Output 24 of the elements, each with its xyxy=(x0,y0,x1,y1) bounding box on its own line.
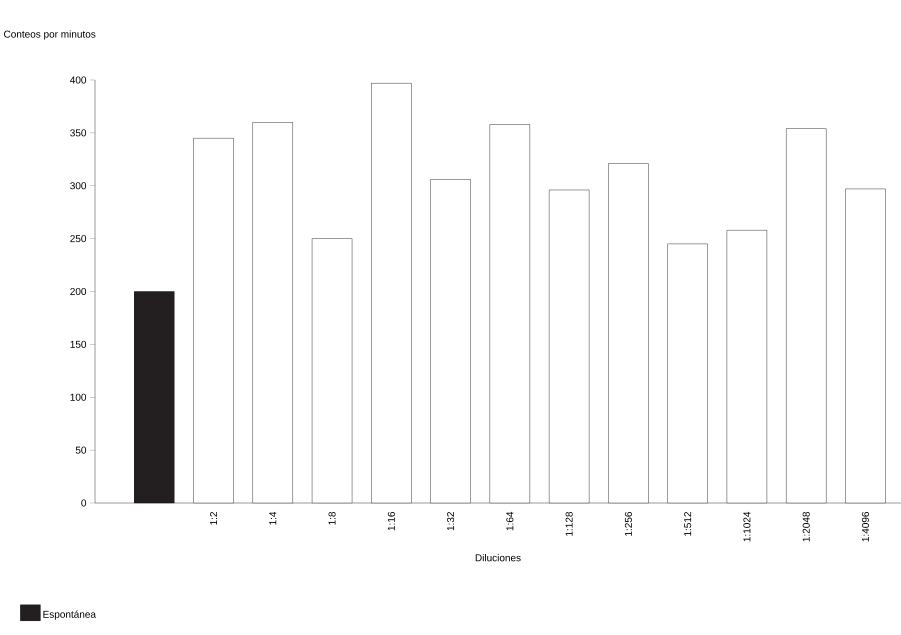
x-tick-label: 1:2 xyxy=(210,512,218,525)
x-tick-label: 1:4096 xyxy=(862,512,869,542)
x-tick-label: 1:16 xyxy=(388,512,395,530)
y-tick-label: 0 xyxy=(81,499,86,507)
y-tick-label: 250 xyxy=(70,235,86,242)
x-tick-label: 1:32 xyxy=(447,512,454,530)
y-tick-label: 100 xyxy=(70,394,86,401)
x-tick-label: 1:8 xyxy=(328,512,336,525)
x-tick-label: 1:128 xyxy=(566,512,573,536)
x-tick-label: 1:64 xyxy=(506,512,514,530)
y-tick-label: 350 xyxy=(70,129,86,136)
x-tick-label: 1:2048 xyxy=(802,512,810,542)
x-tick-label: 1:4 xyxy=(269,512,276,525)
y-tick-label: 50 xyxy=(76,446,86,454)
x-tick-label: 1:256 xyxy=(624,512,632,536)
y-tick-label: 200 xyxy=(70,288,86,296)
x-tick-label: 1:512 xyxy=(684,512,692,536)
x-axis-title: Diluciones xyxy=(476,554,521,562)
y-axis-title: Conteos por minutos xyxy=(4,30,96,40)
legend-label: Espontánea xyxy=(43,610,96,620)
y-tick-label: 400 xyxy=(70,76,86,84)
y-tick-label: 150 xyxy=(70,340,86,348)
x-tick-label: 1:1024 xyxy=(743,512,750,542)
y-tick-label: 300 xyxy=(70,182,86,190)
